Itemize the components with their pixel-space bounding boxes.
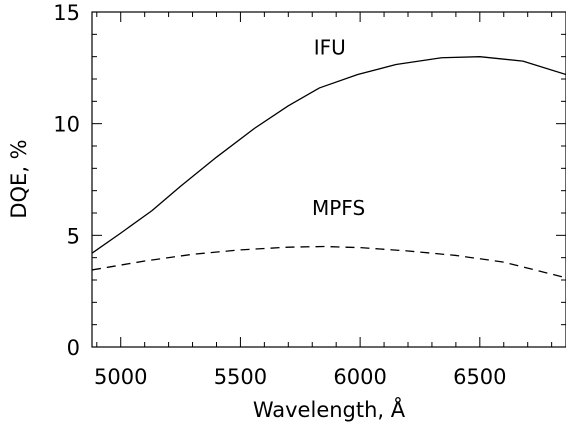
y-tick-label: 5	[67, 224, 80, 248]
series-layer	[91, 56, 566, 279]
plot-frame	[91, 11, 566, 348]
y-tick-label: 15	[53, 1, 80, 25]
x-axis-label: Wavelength, Å	[253, 396, 406, 422]
y-tick-label: 10	[53, 113, 80, 137]
x-tick-label: 6000	[333, 365, 386, 389]
x-tick-label: 5000	[94, 365, 147, 389]
x-tick-label: 6500	[453, 365, 506, 389]
labels-layer: IFU MPFS	[312, 35, 365, 220]
y-tick-label: 0	[67, 336, 80, 360]
x-ticks: 5000 5500 6000 6500	[94, 12, 553, 389]
x-tick-label: 5500	[214, 365, 267, 389]
series-line-ifu	[91, 56, 566, 254]
curve-label-ifu: IFU	[314, 35, 346, 59]
plot-area	[91, 11, 566, 348]
curve-label-mpfs: MPFS	[312, 196, 365, 220]
y-ticks: 0 5 10 15	[53, 1, 566, 360]
y-axis-label: DQE, %	[7, 139, 31, 218]
series-line-mpfs	[91, 245, 566, 279]
